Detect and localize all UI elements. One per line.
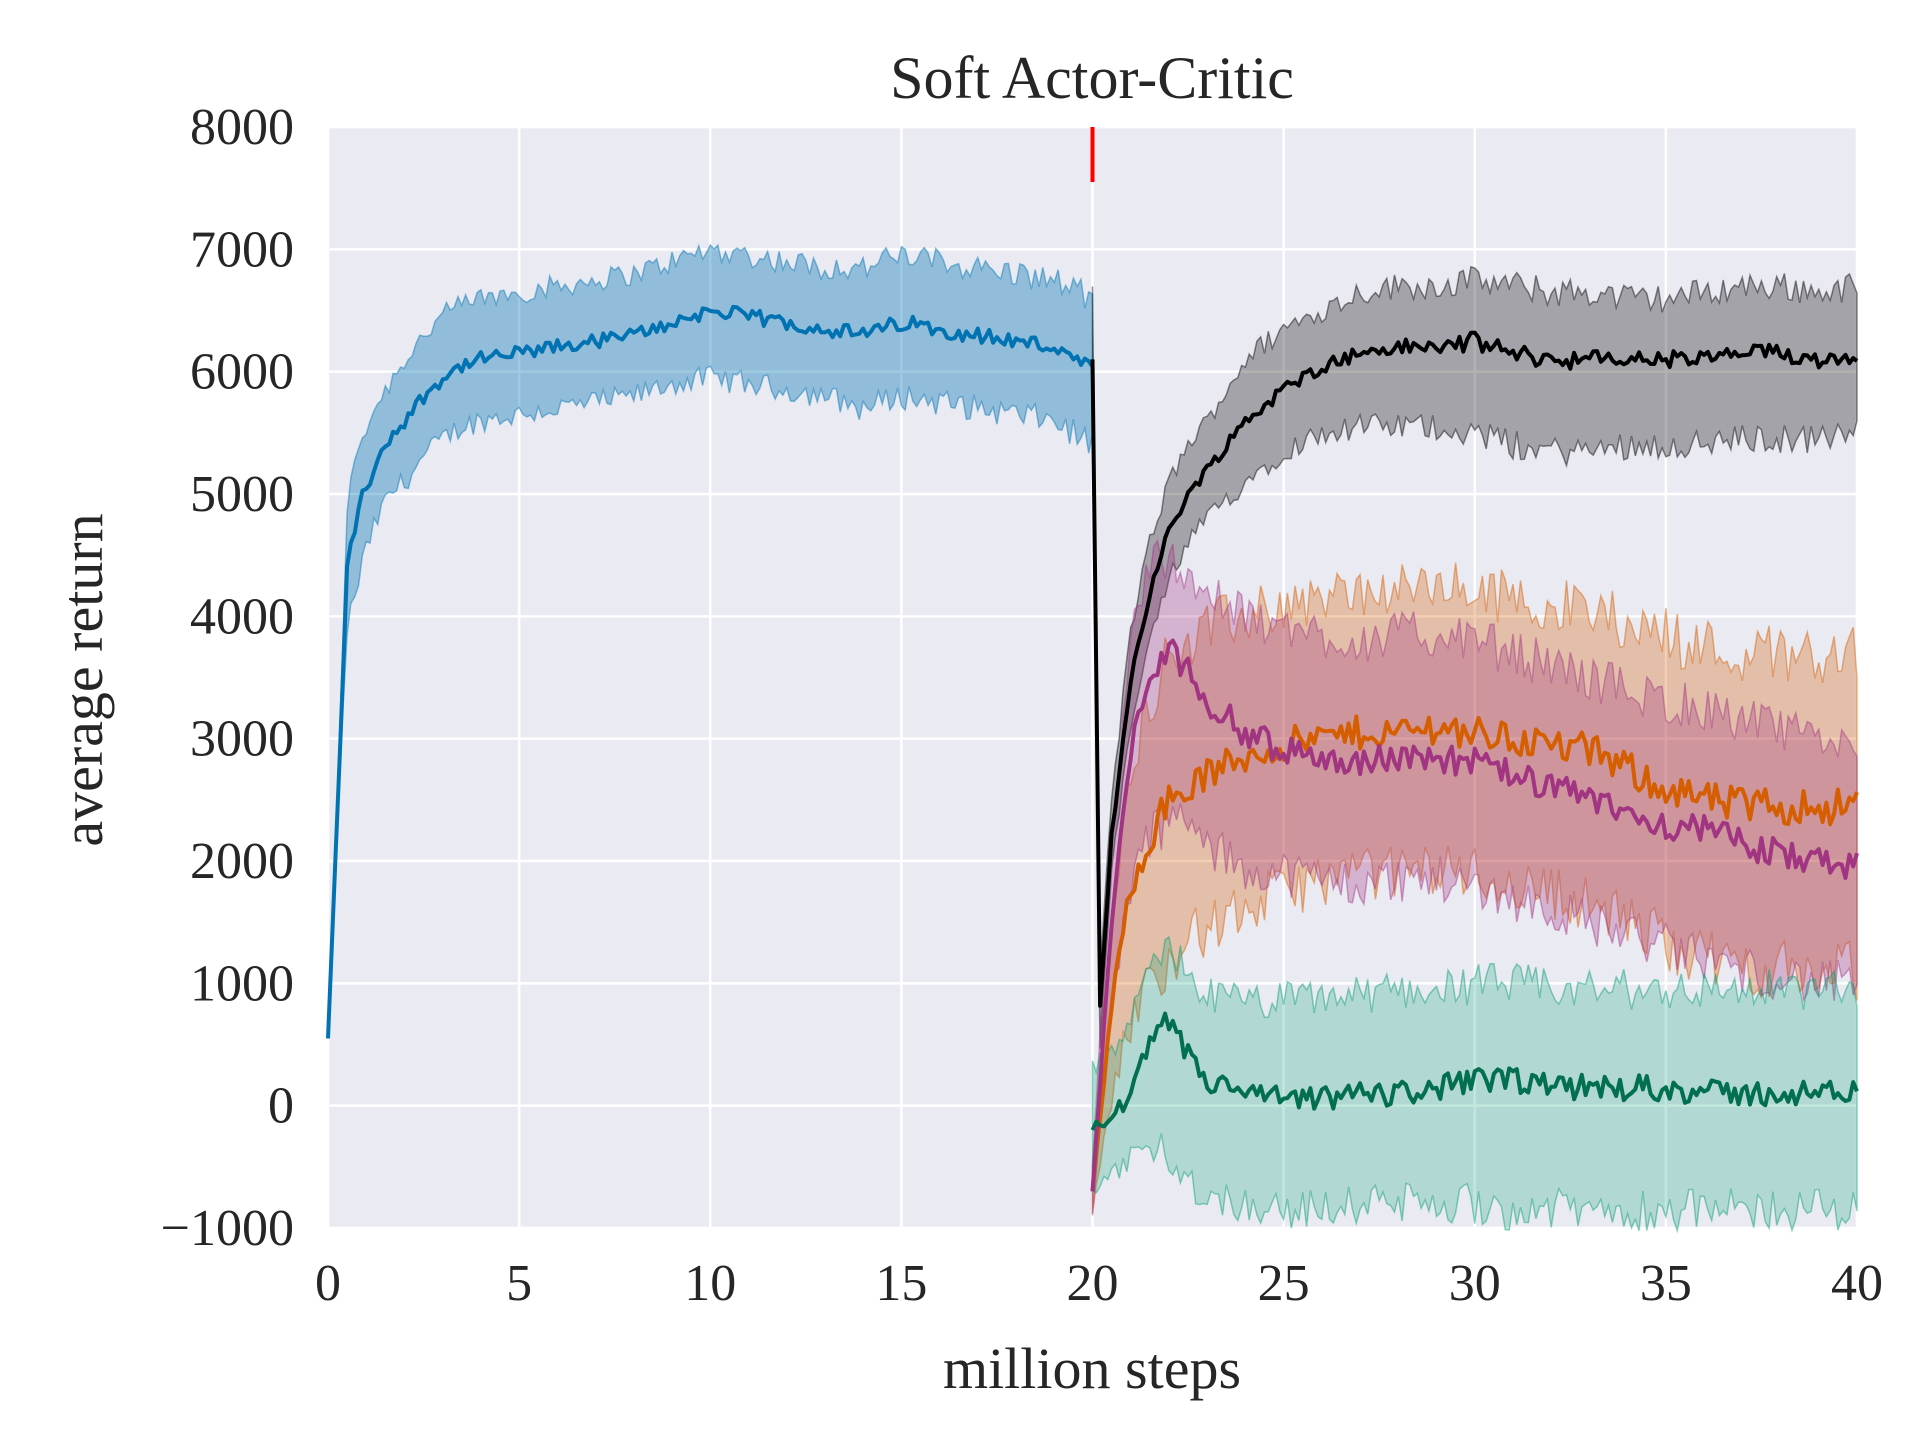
series-band-5: [1091, 935, 1858, 1234]
x-tick-label: 25: [1258, 1255, 1310, 1312]
x-tick-label: 30: [1449, 1255, 1501, 1312]
y-tick-label: 2000: [190, 833, 294, 890]
y-tick-label: 7000: [190, 221, 294, 278]
x-tick-label: 5: [506, 1255, 532, 1312]
series-line-3: [1090, 714, 1859, 1192]
x-axis-label: million steps: [943, 1336, 1241, 1401]
y-tick-label: 3000: [190, 711, 294, 768]
chart-title: Soft Actor-Critic: [890, 45, 1294, 111]
series-line-4: [1090, 638, 1859, 1192]
series-band-3: [1091, 562, 1858, 1214]
y-tick-label: 0: [268, 1078, 294, 1135]
series-band-2: [1091, 265, 1858, 1049]
series-line-5: [1090, 1011, 1859, 1131]
y-axis-label: average return: [50, 513, 115, 846]
series-lines: [326, 304, 1859, 1192]
series-line-2: [1090, 330, 1859, 1008]
series-line-1: [326, 304, 1095, 1039]
x-tick-labels: 0 5 10 15 20 25 30 35 40: [315, 1255, 1883, 1312]
y-tick-labels: −1000 0 1000 2000 3000 4000 5000 6000 7000 8000: [161, 99, 294, 1257]
x-tick-label: 15: [875, 1255, 927, 1312]
y-tick-label: 5000: [190, 466, 294, 523]
x-tick-label: 10: [684, 1255, 736, 1312]
x-tick-label: 20: [1067, 1255, 1119, 1312]
y-tick-label: 1000: [190, 955, 294, 1012]
y-tick-label: 4000: [190, 588, 294, 645]
x-tick-label: 40: [1831, 1255, 1883, 1312]
x-tick-label: 35: [1640, 1255, 1692, 1312]
y-tick-label: 8000: [190, 99, 294, 156]
y-tick-label: −1000: [161, 1200, 294, 1257]
x-tick-label: 0: [315, 1255, 341, 1312]
y-tick-label: 6000: [190, 344, 294, 401]
series-band-4: [1091, 538, 1858, 1216]
